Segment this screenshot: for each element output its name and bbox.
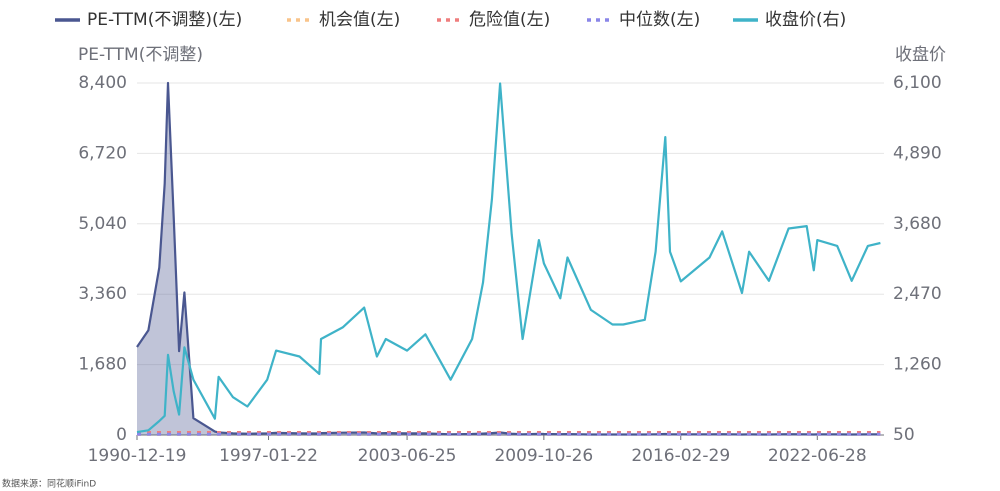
legend-label: 危险值(左) — [469, 10, 550, 30]
y2-tick-label: 3,680 — [893, 214, 942, 234]
x-tick-label: 2016-02-29 — [631, 446, 730, 466]
y-tick-label: 8,400 — [78, 73, 127, 93]
line — [136, 82, 881, 434]
y2-tick-label: 2,470 — [893, 284, 942, 304]
legend-label: 中位数(左) — [619, 10, 700, 30]
y-tick-label: 5,040 — [78, 214, 127, 234]
y-tick-label: 0 — [116, 425, 127, 445]
line — [136, 81, 881, 436]
y-tick-label: 6,720 — [78, 143, 127, 163]
x-tick-label: 1990-12-19 — [88, 446, 187, 466]
area — [137, 83, 881, 435]
y-tick-label: 3,360 — [78, 284, 127, 304]
y2-tick-label: 6,100 — [893, 73, 942, 93]
y2-tick-label: 50 — [893, 425, 915, 445]
legend-label: 收盘价(右) — [765, 10, 846, 30]
x-tick-label: 2022-06-28 — [768, 446, 867, 466]
y-axis-title: PE-TTM(不调整) — [78, 45, 203, 65]
y-tick-label: 1,680 — [78, 355, 127, 375]
y2-axis-title: 收盘价 — [895, 45, 946, 65]
y2-tick-label: 1,260 — [893, 355, 942, 375]
source-note: 数据来源：同花顺iFinD — [2, 478, 96, 490]
x-tick-label: 2009-10-26 — [494, 446, 593, 466]
legend-label: PE-TTM(不调整)(左) — [87, 10, 242, 30]
y2-tick-label: 4,890 — [893, 143, 942, 163]
legend: PE-TTM(不调整)(左) 机会值(左) 危险值(左) 中位数(左) 收盘价(右) — [55, 10, 846, 30]
x-tick-label: 1997-01-22 — [219, 446, 318, 466]
x-tick-label: 2003-06-25 — [358, 446, 457, 466]
legend-label: 机会值(左) — [319, 10, 400, 30]
